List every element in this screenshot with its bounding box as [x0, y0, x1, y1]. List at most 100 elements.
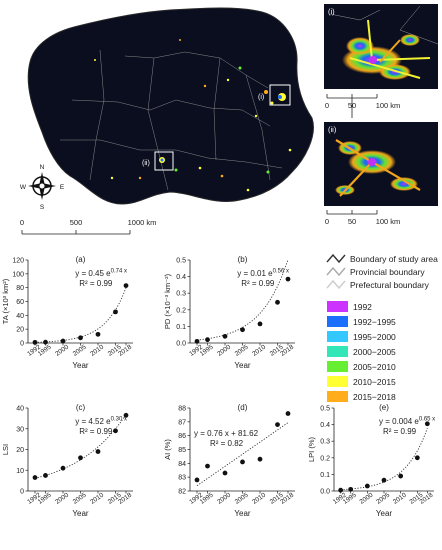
legend-period-label-6: 2015−2018 — [353, 392, 396, 402]
y-tick-label: 120 — [12, 258, 24, 265]
legend-period-swatch-2 — [327, 331, 348, 342]
data-point — [113, 428, 118, 434]
legend-prefectural-label: Prefectural boundary — [350, 280, 430, 290]
x-tick-label: 2010 — [89, 344, 105, 358]
fit-equation: y = 4.52 e0.30 x — [75, 417, 127, 427]
fit-equation: y = 0.01 e0.56 x — [237, 269, 289, 279]
x-tick-label: 2000 — [54, 344, 70, 358]
data-point — [205, 337, 210, 343]
data-point — [414, 455, 420, 461]
x-tick-label: 2010 — [251, 492, 267, 506]
main-scale-bar: 0 500 1000 km — [20, 218, 156, 235]
data-point — [60, 338, 66, 344]
panel-label: (d) — [238, 403, 248, 412]
y-tick-label: 0.1 — [320, 472, 330, 479]
legend-study-boundary-label: Boundary of study area — [350, 254, 438, 264]
data-point — [364, 483, 370, 489]
data-point — [424, 421, 430, 427]
y-axis-label: LPI (%) — [307, 437, 316, 463]
data-point — [338, 487, 344, 493]
y-tick-label: 86 — [178, 433, 186, 440]
legend-period-label-2: 1995−2000 — [353, 332, 396, 342]
fit-equation: y = 0.45 e0.74 x — [75, 269, 127, 279]
inset-ii-tick-1: 50 — [348, 217, 356, 226]
data-point — [222, 470, 228, 476]
data-point — [32, 339, 38, 345]
inset-box-i — [269, 84, 291, 106]
inset-box-ii — [154, 151, 174, 171]
y-tick-label: 0.1 — [176, 324, 186, 331]
data-point — [32, 475, 38, 480]
legend-prefectural-swatch — [326, 279, 346, 290]
legend-period-swatch-1 — [327, 316, 348, 327]
y-tick-label: 30 — [16, 426, 24, 433]
data-point — [205, 463, 210, 469]
r-squared: R² = 0.99 — [241, 279, 275, 288]
x-tick-label: 2010 — [392, 492, 408, 506]
inset-ii-tick-0: 0 — [325, 217, 329, 226]
legend-study-boundary-swatch — [326, 253, 346, 264]
y-axis-label: PD (×10⁻³ km⁻²) — [163, 273, 172, 329]
fit-curve — [196, 259, 289, 341]
x-tick-label: 2000 — [216, 492, 232, 506]
y-tick-label: 0.0 — [176, 341, 186, 348]
x-tick-label: 2000 — [359, 492, 375, 506]
urban-dots — [94, 39, 292, 192]
legend-period-label-4: 2005−2010 — [353, 362, 396, 372]
y-tick-label: 0.2 — [176, 307, 186, 314]
y-tick-label: 10 — [16, 468, 24, 475]
inset-ii-tag: (ii) — [328, 125, 337, 134]
fit-equation: y = 0.76 x + 81.62 — [194, 429, 259, 438]
y-tick-label: 0 — [20, 489, 24, 496]
y-tick-label: 0.4 — [320, 422, 330, 429]
y-tick-label: 0.4 — [176, 274, 186, 281]
legend-period-label-0: 1992 — [353, 302, 372, 312]
x-axis-label: Year — [72, 509, 89, 518]
y-tick-label: 20 — [16, 327, 24, 334]
data-point — [78, 455, 83, 461]
y-tick-label: 40 — [16, 313, 24, 320]
fit-curve — [340, 428, 428, 491]
compass-e: E — [60, 184, 65, 191]
data-point — [60, 465, 66, 471]
legend-period-swatch-5 — [327, 376, 348, 387]
r-squared: R² = 0.99 — [79, 427, 113, 436]
legend-provincial-label: Provincial boundary — [350, 267, 425, 277]
x-tick-label: 2005 — [234, 492, 250, 506]
y-tick-label: 82 — [178, 489, 186, 496]
x-axis-label: Year — [376, 509, 393, 518]
data-point — [194, 338, 200, 344]
x-tick-label: 2000 — [54, 492, 70, 506]
legend-period-swatch-4 — [327, 361, 348, 372]
data-point — [95, 331, 101, 337]
x-tick-label: 2010 — [251, 344, 267, 358]
compass-icon: N S E W — [20, 164, 65, 211]
compass-s: S — [40, 204, 45, 211]
panel-label: (c) — [76, 403, 86, 412]
inset-i-tag: (i) — [328, 7, 335, 16]
inset-ii-tick-2: 100 km — [376, 217, 401, 226]
y-tick-label: 20 — [16, 447, 24, 454]
data-point — [285, 276, 291, 282]
y-axis-label: AI (%) — [163, 439, 172, 460]
legend-period-swatch-3 — [327, 346, 348, 357]
data-point — [240, 327, 245, 333]
panel-label: (e) — [379, 403, 389, 412]
inset-map-i: (i) — [324, 4, 439, 89]
y-tick-label: 85 — [178, 447, 186, 454]
y-tick-label: 84 — [178, 461, 186, 468]
data-point — [275, 422, 280, 427]
data-point — [113, 309, 118, 315]
x-tick-label: 2010 — [89, 492, 105, 506]
data-point — [285, 411, 291, 416]
panel-label: (a) — [76, 255, 86, 264]
data-point — [398, 473, 404, 479]
data-point — [95, 449, 101, 454]
x-axis-label: Year — [234, 361, 251, 370]
legend-period-label-5: 2010−2015 — [353, 377, 396, 387]
y-tick-label: 88 — [178, 406, 186, 413]
y-tick-label: 100 — [12, 271, 24, 278]
